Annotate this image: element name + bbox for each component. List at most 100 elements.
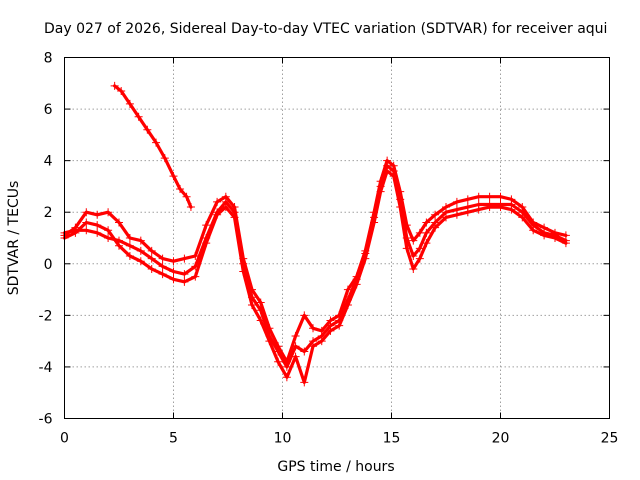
data-point: [352, 275, 361, 284]
data-point: [93, 228, 102, 237]
data-point: [274, 357, 283, 366]
data-point: [202, 221, 211, 230]
data-point: [282, 362, 291, 371]
data-point: [309, 324, 318, 333]
data-point: [82, 218, 91, 227]
y-tick-label: 4: [44, 154, 53, 170]
data-point: [442, 208, 450, 217]
data-point: [180, 277, 189, 286]
data-point: [422, 228, 431, 237]
data-point: [376, 182, 385, 191]
data-point: [158, 262, 167, 271]
data-point: [529, 221, 538, 230]
y-axis-title: SDTVAR / TECUs: [6, 181, 22, 296]
data-point: [158, 254, 167, 263]
data-point: [125, 252, 134, 261]
data-point: [147, 246, 156, 255]
data-point: [134, 112, 143, 121]
data-point: [452, 197, 461, 206]
data-point: [191, 272, 200, 281]
data-point: [409, 264, 418, 273]
data-point: [143, 125, 152, 134]
data-point: [431, 210, 440, 219]
data-point: [415, 244, 424, 253]
data-point: [169, 275, 178, 284]
y-tick-label: -6: [39, 412, 53, 428]
chart-title: Day 027 of 2026, Sidereal Day-to-day VTE…: [44, 21, 607, 37]
data-point: [265, 331, 274, 340]
data-point: [291, 331, 300, 340]
data-point: [176, 185, 185, 194]
x-tick-label: 25: [601, 431, 619, 447]
data-point: [326, 321, 335, 330]
data-point: [551, 231, 559, 240]
data-point: [485, 200, 494, 209]
data-point: [213, 208, 222, 217]
data-point: [180, 254, 189, 263]
data-point: [93, 221, 102, 230]
data-point: [152, 138, 161, 147]
data-point: [104, 234, 113, 242]
data-point: [125, 234, 134, 242]
data-point: [396, 195, 405, 204]
data-point: [247, 293, 256, 302]
data-point: [191, 262, 200, 271]
data-point: [256, 298, 265, 307]
data-point: [160, 154, 169, 163]
data-point: [117, 87, 126, 96]
data-point: [182, 192, 191, 201]
data-point: [82, 208, 91, 217]
data-point: [230, 208, 239, 217]
data-point: [136, 236, 145, 245]
data-point: [282, 373, 291, 382]
data-point: [452, 205, 461, 214]
data-point: [82, 226, 91, 235]
data-point: [115, 236, 123, 245]
data-point: [239, 259, 248, 268]
data-point: [291, 342, 300, 351]
data-point: [186, 203, 195, 212]
data-point: [71, 226, 80, 235]
data-point: [409, 252, 418, 261]
data-point: [169, 257, 178, 266]
data-point: [431, 218, 440, 227]
tick-labels: 0 5 10 15 20 25 -6 -4 -2 0 2 4 6 8: [39, 51, 619, 447]
data-point: [147, 254, 156, 263]
data-point: [507, 200, 516, 209]
data-point: [496, 192, 505, 201]
series-track-c: [60, 161, 570, 371]
y-tick-label: 0: [44, 257, 53, 273]
data-point: [474, 192, 483, 201]
data-point: [136, 257, 145, 266]
data-point: [415, 254, 424, 263]
data-point: [300, 378, 309, 387]
data-point: [169, 267, 178, 276]
data-point: [409, 236, 418, 245]
x-axis-title: GPS time / hours: [277, 459, 394, 475]
data-point: [474, 200, 483, 209]
x-tick-label: 20: [492, 431, 510, 447]
data-point: [110, 81, 119, 90]
x-tick-label: 15: [383, 431, 401, 447]
data-point: [496, 200, 505, 209]
series-early-segment: [110, 81, 195, 212]
data-point: [463, 203, 472, 212]
x-tick-label: 10: [274, 431, 292, 447]
data-point: [256, 306, 265, 315]
y-tick-label: 8: [44, 51, 53, 67]
data-point: [169, 172, 178, 181]
data-point: [335, 316, 344, 325]
y-tick-label: -4: [39, 360, 53, 376]
data-point: [158, 270, 167, 279]
data-point: [136, 246, 145, 255]
data-point: [309, 337, 318, 346]
ticks: [64, 57, 610, 419]
data-point: [402, 234, 411, 242]
data-point: [343, 295, 352, 304]
data-point: [247, 301, 256, 310]
data-point: [125, 241, 134, 250]
data-point: [300, 311, 309, 320]
y-tick-label: 2: [44, 205, 53, 221]
